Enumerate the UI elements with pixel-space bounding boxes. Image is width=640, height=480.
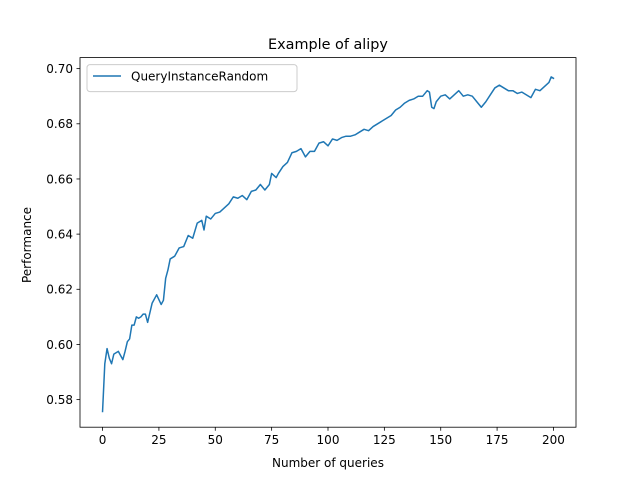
y-axis-label: Performance: [20, 207, 34, 283]
x-axis-label: Number of queries: [272, 456, 384, 470]
series-line-queryinstancerandom: [101, 76, 555, 413]
y-axis-ticks: 0.58 0.60 0.62 0.64 0.66 0.68 0.70: [46, 62, 80, 407]
axes-frame: [79, 57, 577, 428]
legend-box: [86, 64, 298, 93]
chart-title: Example of alipy: [268, 37, 388, 53]
x-axis-ticks: 0 25 50 75 100 125 150 175 200: [99, 427, 565, 447]
y-tick-label: 0.62: [46, 283, 73, 297]
y-tick-label: 0.70: [46, 62, 73, 76]
x-tick-label: 25: [151, 433, 166, 447]
y-tick-label: 0.58: [46, 393, 73, 407]
x-tick-label: 150: [429, 433, 452, 447]
y-tick-label: 0.68: [46, 117, 73, 131]
x-tick-label: 75: [264, 433, 279, 447]
x-tick-label: 100: [317, 433, 340, 447]
y-tick-label: 0.66: [46, 172, 73, 186]
plot-area: [101, 76, 555, 413]
x-tick-label: 125: [373, 433, 396, 447]
legend: QueryInstanceRandom: [86, 64, 298, 93]
x-tick-label: 200: [542, 433, 565, 447]
legend-label-queryinstancerandom: QueryInstanceRandom: [131, 70, 268, 84]
x-tick-label: 50: [208, 433, 223, 447]
y-tick-label: 0.60: [46, 338, 73, 352]
x-tick-label: 175: [486, 433, 509, 447]
y-tick-label: 0.64: [46, 227, 73, 241]
x-tick-label: 0: [99, 433, 107, 447]
